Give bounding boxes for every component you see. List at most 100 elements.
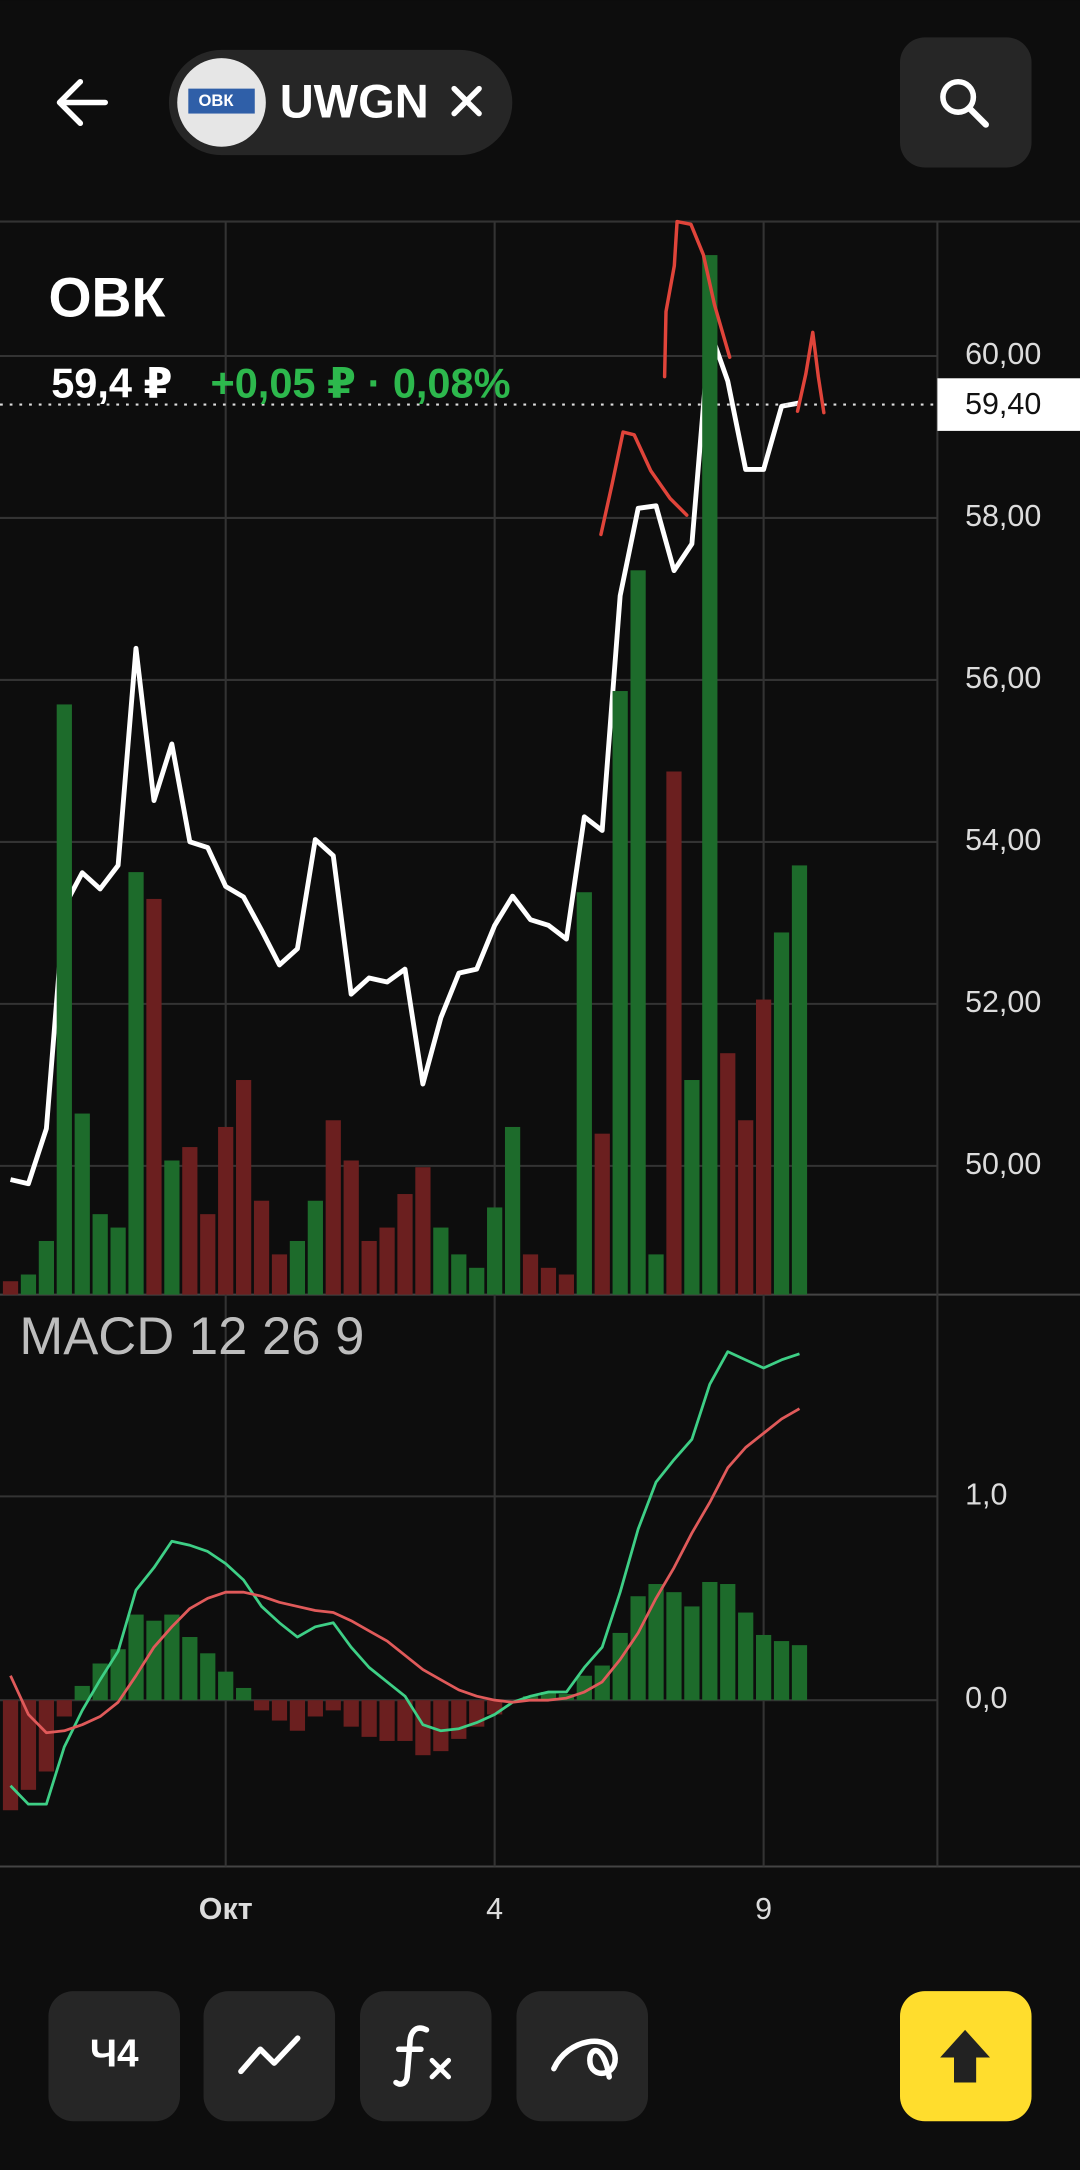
volume-bar <box>433 1227 449 1295</box>
volume-bar <box>504 1126 521 1295</box>
volume-bar <box>738 1120 754 1295</box>
x-tick-label: 4 <box>486 1892 503 1926</box>
indicator-title: MACD 12 26 9 <box>19 1307 364 1366</box>
volume-bar <box>756 999 772 1295</box>
volume-bar <box>128 872 144 1295</box>
volume-bar <box>773 932 790 1295</box>
search-icon <box>940 78 977 115</box>
volume-bar <box>56 704 72 1295</box>
y-tick-label: 58,00 <box>965 499 1041 533</box>
histogram-bar <box>379 1700 395 1741</box>
histogram-bar <box>738 1612 754 1701</box>
volume-bar <box>397 1194 413 1295</box>
volume-bar <box>594 1133 610 1295</box>
close-icon[interactable] <box>451 85 482 117</box>
volume-bar <box>271 1254 288 1295</box>
histogram-bar <box>791 1645 808 1701</box>
y-tick-label: 50,00 <box>965 1147 1041 1181</box>
volume-bar <box>720 1053 736 1295</box>
ticker-chip[interactable]: ОВК UWGN <box>168 49 513 156</box>
current-price-tag <box>937 378 1080 431</box>
histogram-bar <box>522 1696 539 1701</box>
histogram-bar <box>20 1700 37 1790</box>
back-icon <box>56 78 108 127</box>
y-tick-label: 60,00 <box>965 337 1041 371</box>
volume-bar <box>522 1254 539 1295</box>
volume-bar <box>74 1113 90 1295</box>
volume-bar <box>791 865 808 1295</box>
y-tick-label: 56,00 <box>965 661 1041 695</box>
back-button[interactable] <box>56 78 108 127</box>
volume-bar <box>343 1160 359 1295</box>
search-handle <box>966 104 989 128</box>
button-bg <box>360 1991 492 2122</box>
volume-bar <box>253 1200 270 1295</box>
interval-button[interactable]: Ч4 <box>48 1991 180 2122</box>
volume-bar <box>20 1274 37 1295</box>
histogram-bar <box>648 1584 664 1701</box>
histogram-bar <box>236 1687 252 1701</box>
current-price-label: 59,40 <box>965 387 1041 421</box>
ticker: UWGN <box>280 75 429 128</box>
histogram-bar <box>702 1581 718 1701</box>
histogram-bar <box>128 1614 144 1701</box>
line-icon <box>238 2035 301 2075</box>
volume-bar <box>612 691 628 1295</box>
indicators-button[interactable] <box>360 1991 492 2122</box>
histogram-bar <box>451 1700 467 1739</box>
volume-bar <box>182 1147 198 1295</box>
histogram-bar <box>271 1700 288 1721</box>
logo-mark <box>188 88 255 114</box>
histogram-bar <box>756 1634 772 1701</box>
trade-button[interactable] <box>900 1991 1032 2122</box>
histogram-bar <box>38 1700 54 1772</box>
instrument-name: ОВК <box>48 266 165 328</box>
drawing-stroke <box>795 330 826 415</box>
histogram-bar <box>253 1700 270 1711</box>
volume-bar <box>540 1267 557 1295</box>
histogram-bar <box>361 1700 377 1737</box>
histogram-bar <box>2 1700 19 1811</box>
volume-bar <box>666 771 682 1295</box>
histogram-bar <box>164 1614 180 1701</box>
volume-bar <box>236 1080 252 1295</box>
volume-bar <box>379 1227 395 1295</box>
volume-bar <box>92 1214 108 1295</box>
volume-bar <box>218 1126 234 1295</box>
histogram-bar <box>182 1637 198 1701</box>
histogram-bar <box>630 1596 646 1701</box>
histogram-bar <box>146 1620 162 1701</box>
macd-line <box>9 1407 801 1735</box>
search-button[interactable] <box>900 37 1032 168</box>
fx-icon-x <box>429 2057 452 2080</box>
volume-bar <box>702 255 718 1295</box>
volume-bar <box>38 1240 54 1295</box>
volume-bar <box>325 1120 341 1295</box>
volume-bar <box>630 570 646 1295</box>
volume-bar <box>307 1200 323 1295</box>
histogram-bar <box>684 1606 700 1701</box>
y-tick-label: 52,00 <box>965 985 1041 1019</box>
chart-type-button[interactable] <box>203 1991 336 2122</box>
histogram-bar <box>415 1700 431 1756</box>
volume-bar <box>684 1080 700 1295</box>
volume-bar <box>558 1274 574 1295</box>
button-bg <box>516 1991 648 2122</box>
histogram-bar <box>307 1700 323 1717</box>
interval-label: Ч4 <box>90 2032 139 2075</box>
volume-bar <box>451 1254 467 1295</box>
volume-bar <box>469 1267 485 1295</box>
price: 59,4 ₽ <box>51 359 172 406</box>
price-change: +0,05 ₽ · 0,08% <box>210 359 510 406</box>
x-tick-label: 9 <box>755 1892 772 1926</box>
drawing-button[interactable] <box>516 1991 648 2122</box>
volume-bar <box>648 1254 664 1295</box>
y-tick-label: 0,0 <box>965 1681 1007 1715</box>
histogram-bar <box>56 1700 72 1717</box>
histogram-bar <box>720 1584 736 1701</box>
volume-bar <box>146 898 162 1295</box>
plot: 50,00 52,00 54,00 56,00 58,00 60,00 Окт 4 9 59,40… <box>0 221 1080 1926</box>
volume-bar <box>289 1240 306 1295</box>
